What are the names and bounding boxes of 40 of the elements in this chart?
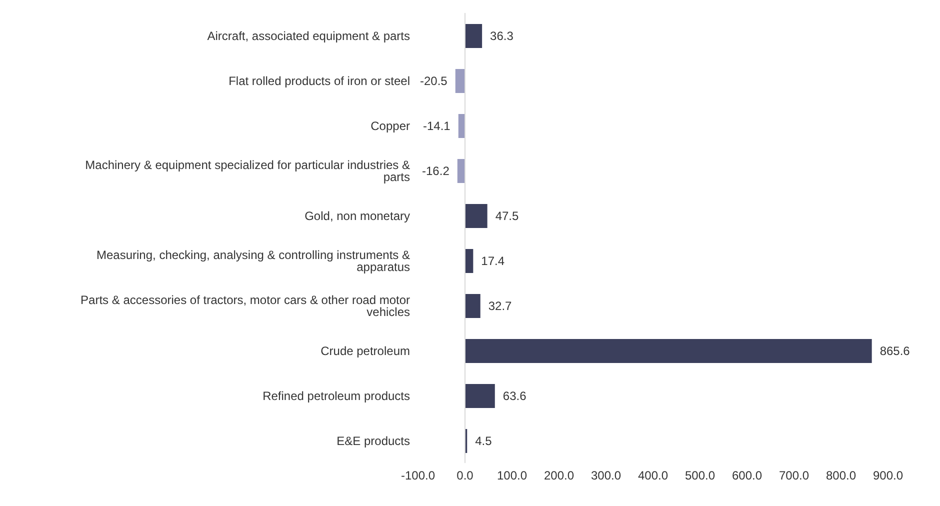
x-tick-label: 800.0 bbox=[826, 468, 856, 483]
y-tick-label: Crude petroleum bbox=[320, 344, 410, 358]
bar bbox=[458, 114, 465, 138]
x-tick-label: 500.0 bbox=[684, 468, 716, 483]
bar bbox=[455, 69, 465, 93]
bar bbox=[457, 159, 465, 183]
y-tick-label: Copper bbox=[370, 118, 410, 133]
x-tick-label: -100.0 bbox=[400, 468, 436, 483]
x-tick-label: 300.0 bbox=[590, 468, 622, 483]
bar bbox=[465, 249, 474, 273]
x-tick-label: 900.0 bbox=[872, 468, 904, 483]
data-label: 47.5 bbox=[495, 209, 520, 224]
x-tick-label: 0.0 bbox=[456, 468, 474, 483]
data-label: 63.6 bbox=[502, 389, 527, 404]
y-tick-label: Machinery & equipment specialized for particular industries & parts bbox=[85, 158, 410, 184]
bar bbox=[465, 384, 495, 408]
bar bbox=[465, 339, 872, 363]
y-tick-label: Gold, non monetary bbox=[304, 208, 410, 223]
data-label: -14.1 bbox=[423, 119, 451, 134]
data-label: 32.7 bbox=[488, 299, 512, 314]
bar bbox=[465, 204, 488, 228]
data-label: 865.6 bbox=[880, 344, 910, 358]
data-label: -16.2 bbox=[422, 164, 450, 178]
data-label: 4.5 bbox=[475, 434, 492, 448]
x-tick-label: 200.0 bbox=[544, 468, 574, 483]
y-tick-label: Measuring, checking, analysing & controlling instruments & apparatus bbox=[96, 248, 410, 274]
data-label: 36.3 bbox=[490, 29, 514, 44]
y-tick-label: Refined petroleum products bbox=[262, 388, 410, 403]
x-tick-label: 600.0 bbox=[732, 468, 762, 483]
data-label: -20.5 bbox=[420, 74, 448, 88]
bar bbox=[465, 294, 480, 318]
x-tick-label: 700.0 bbox=[778, 468, 810, 483]
x-tick-label: 100.0 bbox=[496, 468, 528, 483]
bar bbox=[465, 24, 482, 48]
y-tick-label: E&E products bbox=[336, 434, 410, 448]
y-tick-label: Parts & accessories of tractors, motor cars & other road motor vehicles bbox=[80, 292, 410, 319]
x-tick-label: 400.0 bbox=[638, 468, 668, 483]
y-tick-label: Aircraft, associated equipment & parts bbox=[207, 28, 410, 43]
y-tick-label: Flat rolled products of iron or steel bbox=[228, 74, 410, 88]
data-label: 17.4 bbox=[481, 254, 505, 268]
